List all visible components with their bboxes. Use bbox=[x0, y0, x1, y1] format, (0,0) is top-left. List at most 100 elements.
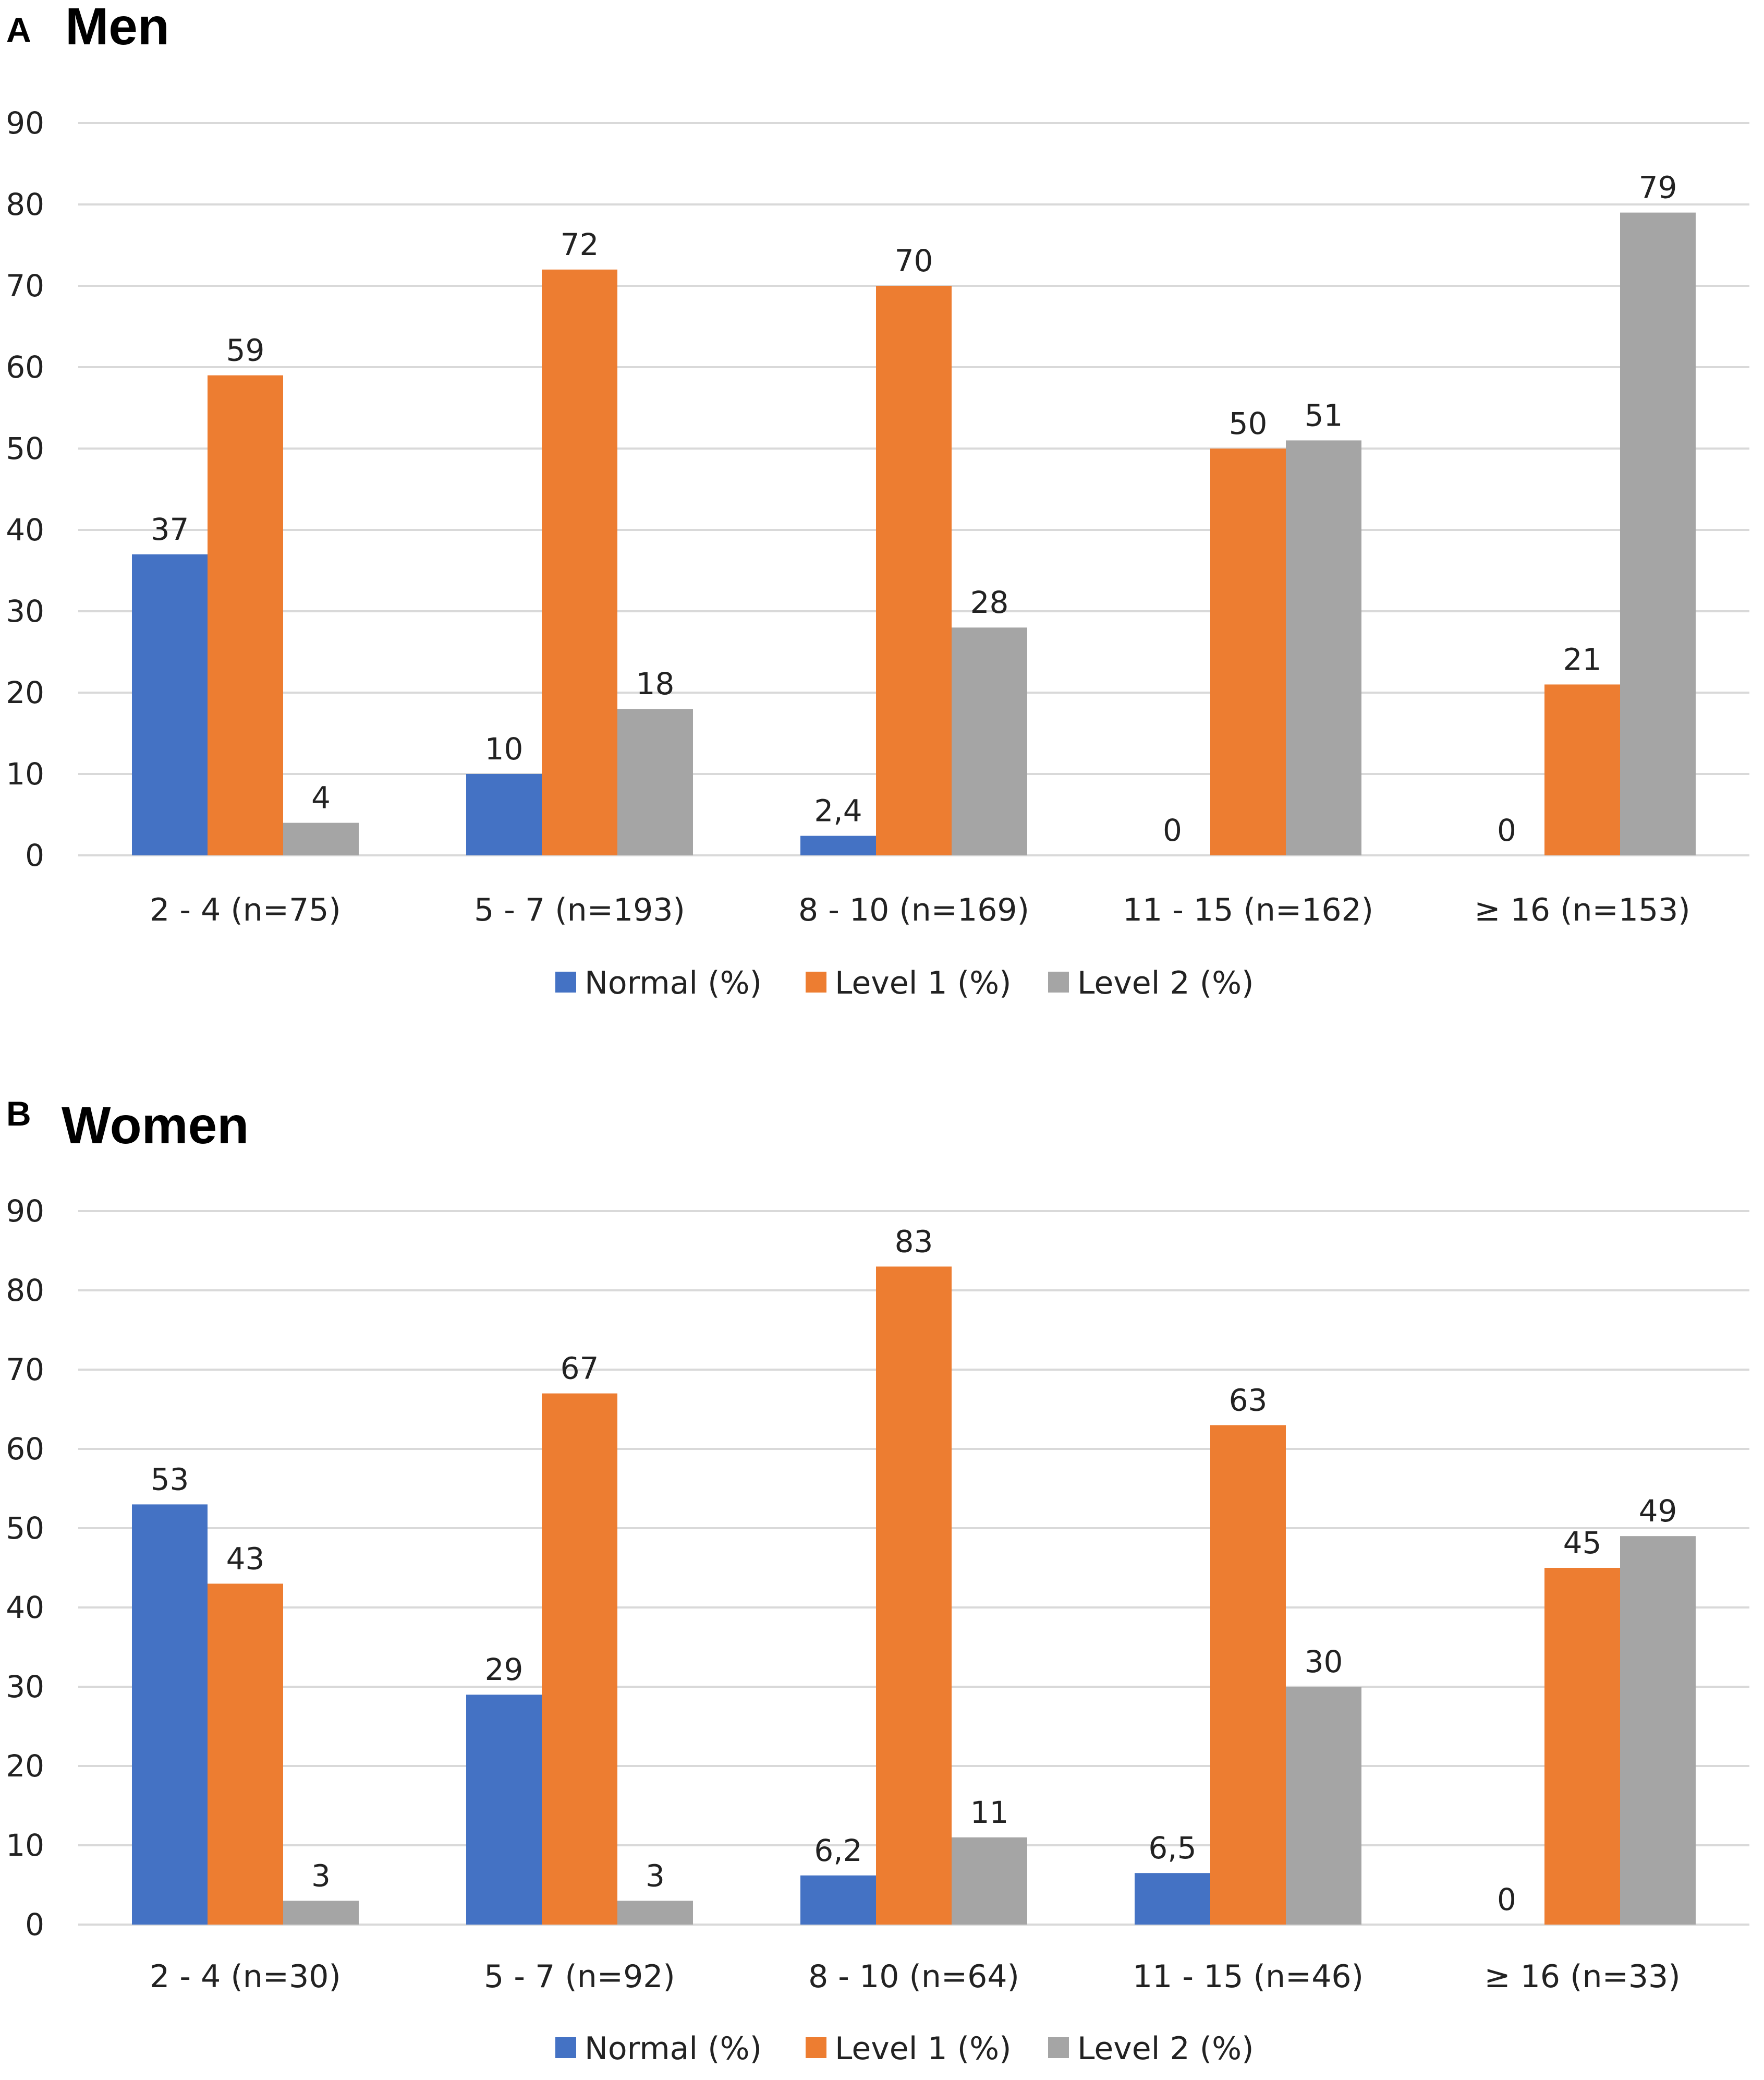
chart-panel-men: A Men 0 10 20 30 40 50 60 70 80 90 37 59 4 2 - 4 (n=75)… bbox=[6, 0, 1749, 1001]
data-label: 29 bbox=[485, 1652, 524, 1687]
bar-level-1 bbox=[1544, 1568, 1620, 1925]
bar-normal bbox=[132, 1504, 208, 1925]
bar-level-2 bbox=[617, 709, 693, 855]
bar-normal bbox=[800, 836, 876, 855]
bar-level-1 bbox=[876, 1266, 952, 1925]
x-tick-label: 2 - 4 (n=75) bbox=[150, 892, 341, 928]
x-tick-label: 8 - 10 (n=64) bbox=[808, 1958, 1019, 1995]
data-label: 53 bbox=[151, 1461, 189, 1497]
y-tick-label: 40 bbox=[6, 1590, 44, 1625]
bar-level-1 bbox=[208, 375, 283, 855]
data-label: 6,5 bbox=[1148, 1830, 1196, 1866]
chart-panel-women: B Women 0 10 20 30 40 50 60 70 80 90 53 43 3 2 - 4 (n=3… bbox=[6, 1094, 1749, 2067]
data-label: 0 bbox=[1497, 813, 1516, 848]
y-tick-label: 50 bbox=[6, 1510, 44, 1546]
legend-entry-level-1: Level 1 (%) bbox=[835, 965, 1012, 1001]
bar-level-2 bbox=[617, 1901, 693, 1925]
x-tick-label: 5 - 7 (n=193) bbox=[474, 892, 685, 928]
data-label: 50 bbox=[1229, 406, 1268, 441]
data-label: 43 bbox=[226, 1541, 265, 1576]
bar-level-2 bbox=[952, 627, 1027, 855]
x-tick-label: ≥ 16 (n=153) bbox=[1474, 892, 1690, 928]
bar-normal bbox=[1135, 1873, 1210, 1925]
legend-swatch-normal bbox=[555, 972, 576, 993]
y-tick-label: 70 bbox=[6, 1352, 44, 1387]
y-tick-label: 90 bbox=[6, 1193, 44, 1229]
y-tick-label: 60 bbox=[6, 349, 44, 385]
bar-level-1 bbox=[1544, 684, 1620, 855]
data-label: 6,2 bbox=[814, 1833, 862, 1868]
data-label: 28 bbox=[970, 585, 1009, 620]
y-tick-label: 30 bbox=[6, 594, 44, 629]
legend-swatch-level-1 bbox=[806, 972, 826, 993]
data-label: 11 bbox=[970, 1795, 1009, 1830]
bar-level-1 bbox=[208, 1583, 283, 1925]
bar-level-2 bbox=[283, 1901, 359, 1925]
data-label: 21 bbox=[1563, 642, 1602, 677]
bar-level-2 bbox=[1286, 440, 1361, 855]
bar-level-2 bbox=[952, 1837, 1027, 1925]
y-tick-label: 40 bbox=[6, 512, 44, 548]
bar-level-2 bbox=[1620, 212, 1696, 856]
y-tick-label: 50 bbox=[6, 431, 44, 466]
bar-level-1 bbox=[1210, 1425, 1286, 1925]
data-label: 3 bbox=[646, 1858, 665, 1893]
legend-swatch-level-2 bbox=[1048, 972, 1069, 993]
data-label: 37 bbox=[151, 512, 189, 547]
x-tick-label: ≥ 16 (n=33) bbox=[1484, 1958, 1680, 1995]
data-label: 70 bbox=[895, 243, 933, 279]
legend-entry-level-2: Level 2 (%) bbox=[1077, 2030, 1254, 2067]
x-tick-label: 2 - 4 (n=30) bbox=[150, 1958, 341, 1995]
data-label: 63 bbox=[1229, 1382, 1268, 1418]
panel-letter: A bbox=[6, 10, 31, 49]
y-tick-label: 70 bbox=[6, 268, 44, 304]
data-label: 51 bbox=[1305, 397, 1343, 433]
chart-title: Men bbox=[65, 0, 169, 56]
y-tick-label: 0 bbox=[25, 1907, 44, 1942]
y-tick-label: 10 bbox=[6, 756, 44, 792]
legend-entry-level-2: Level 2 (%) bbox=[1077, 965, 1254, 1001]
data-label: 59 bbox=[226, 333, 265, 368]
y-tick-label: 80 bbox=[6, 187, 44, 222]
x-tick-label: 8 - 10 (n=169) bbox=[798, 892, 1029, 928]
data-label: 45 bbox=[1563, 1525, 1602, 1561]
legend-swatch-normal bbox=[555, 2037, 576, 2058]
data-label: 67 bbox=[561, 1351, 599, 1386]
x-tick-label: 11 - 15 (n=162) bbox=[1123, 892, 1373, 928]
y-tick-label: 20 bbox=[6, 675, 44, 710]
bar-normal bbox=[132, 554, 208, 855]
data-label: 18 bbox=[636, 666, 675, 702]
data-label: 2,4 bbox=[814, 793, 862, 829]
y-tick-label: 90 bbox=[6, 105, 44, 141]
y-tick-label: 10 bbox=[6, 1828, 44, 1863]
data-label: 72 bbox=[561, 227, 599, 262]
bar-level-1 bbox=[542, 1393, 617, 1925]
legend-swatch-level-1 bbox=[806, 2037, 826, 2058]
y-tick-label: 60 bbox=[6, 1431, 44, 1467]
bar-normal bbox=[800, 1875, 876, 1925]
y-tick-label: 20 bbox=[6, 1748, 44, 1784]
legend-entry-normal: Normal (%) bbox=[585, 965, 762, 1001]
y-tick-label: 0 bbox=[25, 838, 44, 873]
bar-level-2 bbox=[1620, 1536, 1696, 1925]
y-tick-label: 80 bbox=[6, 1273, 44, 1308]
chart-title: Women bbox=[62, 1096, 249, 1155]
bar-level-1 bbox=[1210, 449, 1286, 855]
bar-normal bbox=[466, 1695, 542, 1925]
data-label: 10 bbox=[485, 731, 524, 767]
data-label: 4 bbox=[311, 780, 331, 816]
data-label: 0 bbox=[1163, 813, 1182, 848]
bar-level-1 bbox=[876, 286, 952, 855]
x-tick-label: 11 - 15 (n=46) bbox=[1133, 1958, 1364, 1995]
bar-level-2 bbox=[283, 823, 359, 855]
data-label: 0 bbox=[1497, 1882, 1516, 1917]
bar-level-2 bbox=[1286, 1687, 1361, 1925]
data-label: 79 bbox=[1639, 170, 1677, 205]
x-tick-label: 5 - 7 (n=92) bbox=[484, 1958, 675, 1995]
y-tick-label: 30 bbox=[6, 1669, 44, 1704]
bar-normal bbox=[466, 774, 542, 855]
legend-swatch-level-2 bbox=[1048, 2037, 1069, 2058]
panel-letter: B bbox=[6, 1094, 31, 1133]
data-label: 49 bbox=[1639, 1493, 1677, 1529]
